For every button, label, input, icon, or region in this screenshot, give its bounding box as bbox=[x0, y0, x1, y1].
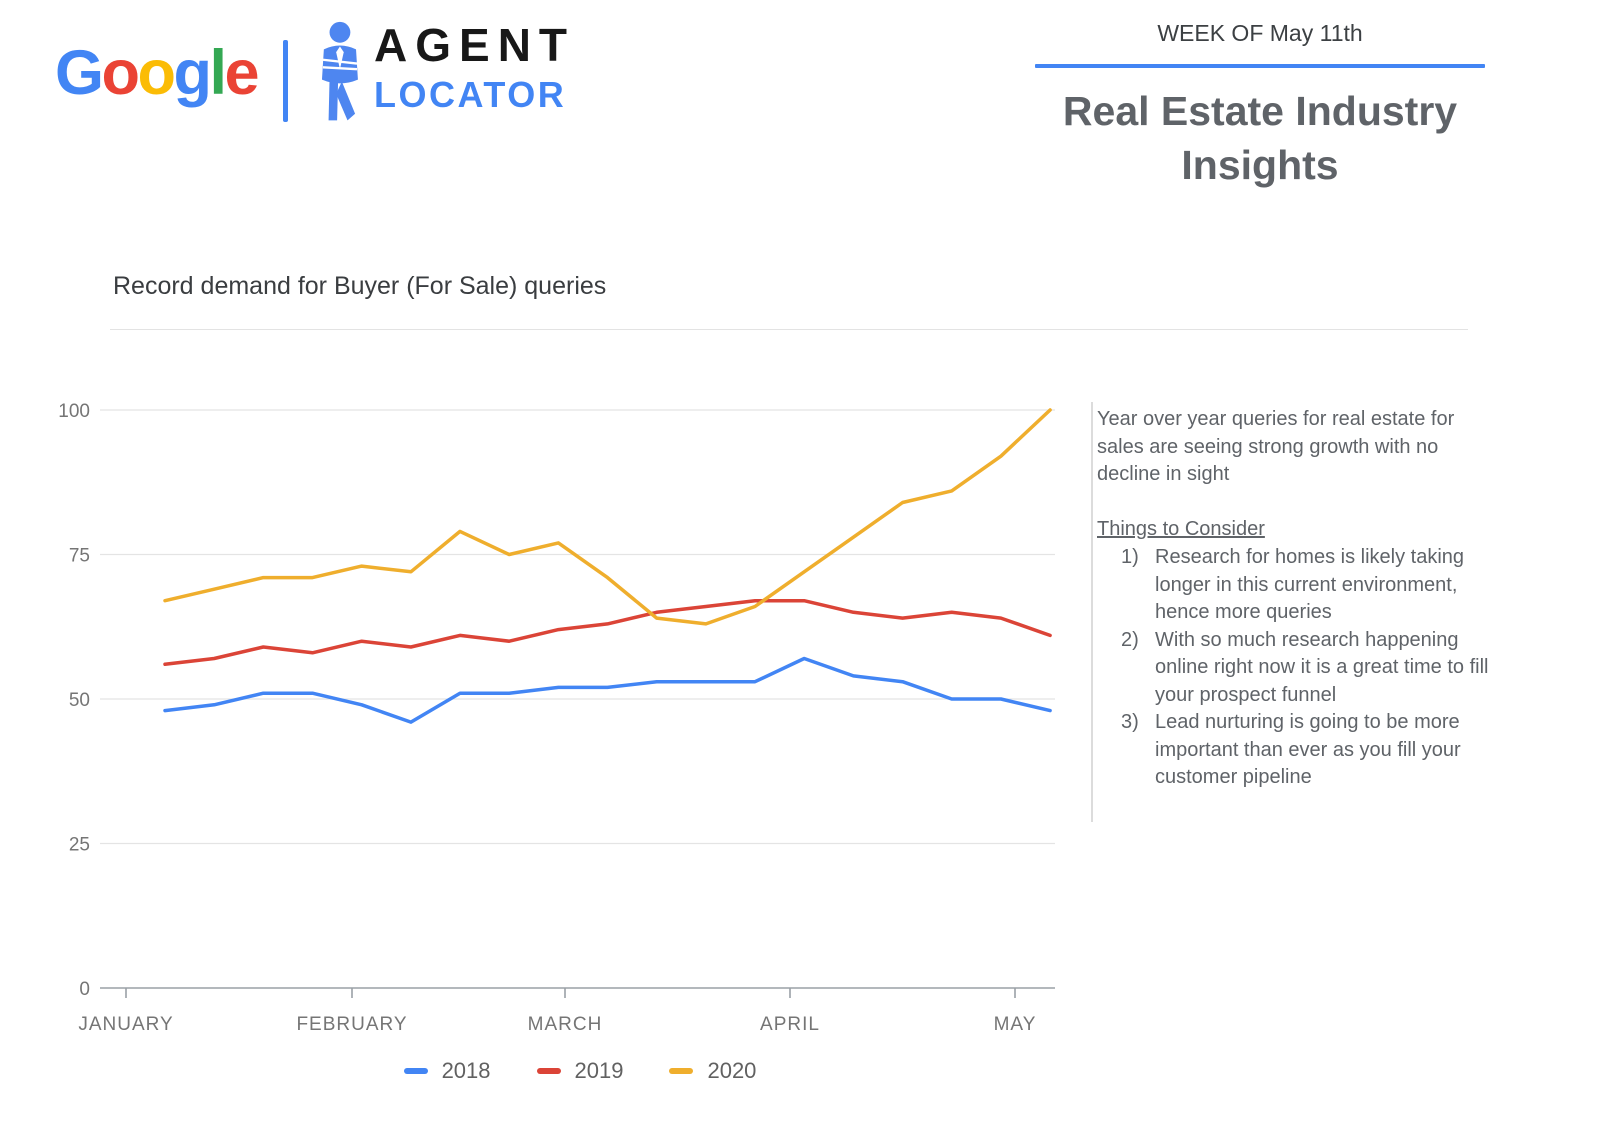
consider-list: Research for homes is likely taking long… bbox=[1097, 544, 1501, 792]
google-letter: g bbox=[173, 38, 211, 108]
chart-title: Record demand for Buyer (For Sale) queri… bbox=[113, 272, 607, 300]
x-axis-label: MAY bbox=[994, 1014, 1037, 1035]
google-letter: G bbox=[55, 38, 104, 108]
consider-item: Lead nurturing is going to be more impor… bbox=[1121, 709, 1461, 788]
y-axis-label: 0 bbox=[79, 979, 90, 1000]
chart-title-divider bbox=[110, 329, 1468, 330]
agentlocator-line2: LOCATOR bbox=[374, 74, 567, 115]
notes-paragraph: Year over year queries for real estate f… bbox=[1097, 408, 1455, 485]
agentlocator-wordmark: AGENT LOCATOR bbox=[374, 14, 575, 113]
legend-item-2020: 2020 bbox=[669, 1058, 756, 1084]
legend-label: 2018 bbox=[441, 1058, 491, 1083]
notes-heading: Things to Consider bbox=[1097, 517, 1265, 540]
legend-item-2018: 2018 bbox=[403, 1058, 491, 1084]
legend-label: 2020 bbox=[707, 1058, 757, 1083]
y-axis-label: 75 bbox=[69, 546, 90, 567]
legend-swatch-icon bbox=[403, 1068, 428, 1074]
x-axis-label: APRIL bbox=[760, 1014, 820, 1035]
series-line-2018 bbox=[163, 656, 1052, 724]
notes-divider bbox=[1091, 402, 1093, 822]
header-accent-rule bbox=[1035, 64, 1485, 68]
y-axis-label: 25 bbox=[69, 835, 90, 856]
x-axis-label: JANUARY bbox=[78, 1014, 173, 1035]
series-line-2019 bbox=[163, 598, 1052, 667]
report-header: WEEK OF May 11th Real Estate Industry In… bbox=[1035, 20, 1485, 192]
agentlocator-person-icon bbox=[321, 21, 358, 121]
google-letter: o bbox=[101, 38, 140, 108]
y-axis-label: 100 bbox=[58, 401, 90, 422]
x-axis-label: MARCH bbox=[528, 1014, 603, 1035]
y-axis-label: 50 bbox=[69, 690, 90, 711]
week-of-label: WEEK OF May 11th bbox=[1157, 20, 1363, 46]
legend-label: 2019 bbox=[574, 1058, 624, 1083]
trends-chart-svg: 0 25 50 75 100 JANUARY FEBRUARY MARCH APRIL MAY bbox=[58, 401, 1055, 1035]
consider-item: With so much research happening online r… bbox=[1121, 627, 1489, 706]
page-title: Real Estate Industry Insights bbox=[1035, 84, 1485, 192]
google-logo: Google bbox=[55, 42, 259, 105]
logo-lockup: Google AGENT LOCATOR bbox=[55, 14, 575, 126]
notes-panel: Year over year queries for real estate f… bbox=[1097, 406, 1501, 792]
legend-swatch-icon bbox=[536, 1068, 561, 1074]
google-letter: l bbox=[209, 38, 227, 108]
trends-chart: 0 25 50 75 100 JANUARY FEBRUARY MARCH APRIL MAY bbox=[55, 385, 1085, 1050]
consider-item: Research for homes is likely taking long… bbox=[1121, 544, 1465, 623]
chart-legend: 2018 2019 2020 bbox=[105, 1058, 1055, 1084]
agentlocator-line1: AGENT bbox=[374, 19, 576, 71]
series-line-2020 bbox=[163, 408, 1052, 626]
legend-item-2019: 2019 bbox=[536, 1058, 624, 1084]
legend-swatch-icon bbox=[669, 1068, 694, 1074]
x-axis-label: FEBRUARY bbox=[296, 1014, 407, 1035]
logo-divider bbox=[283, 40, 289, 122]
google-letter: e bbox=[224, 38, 259, 108]
page-title-line1: Real Estate Industry bbox=[1062, 88, 1458, 134]
google-letter: o bbox=[137, 38, 176, 108]
page-title-line2: Insights bbox=[1181, 142, 1339, 189]
